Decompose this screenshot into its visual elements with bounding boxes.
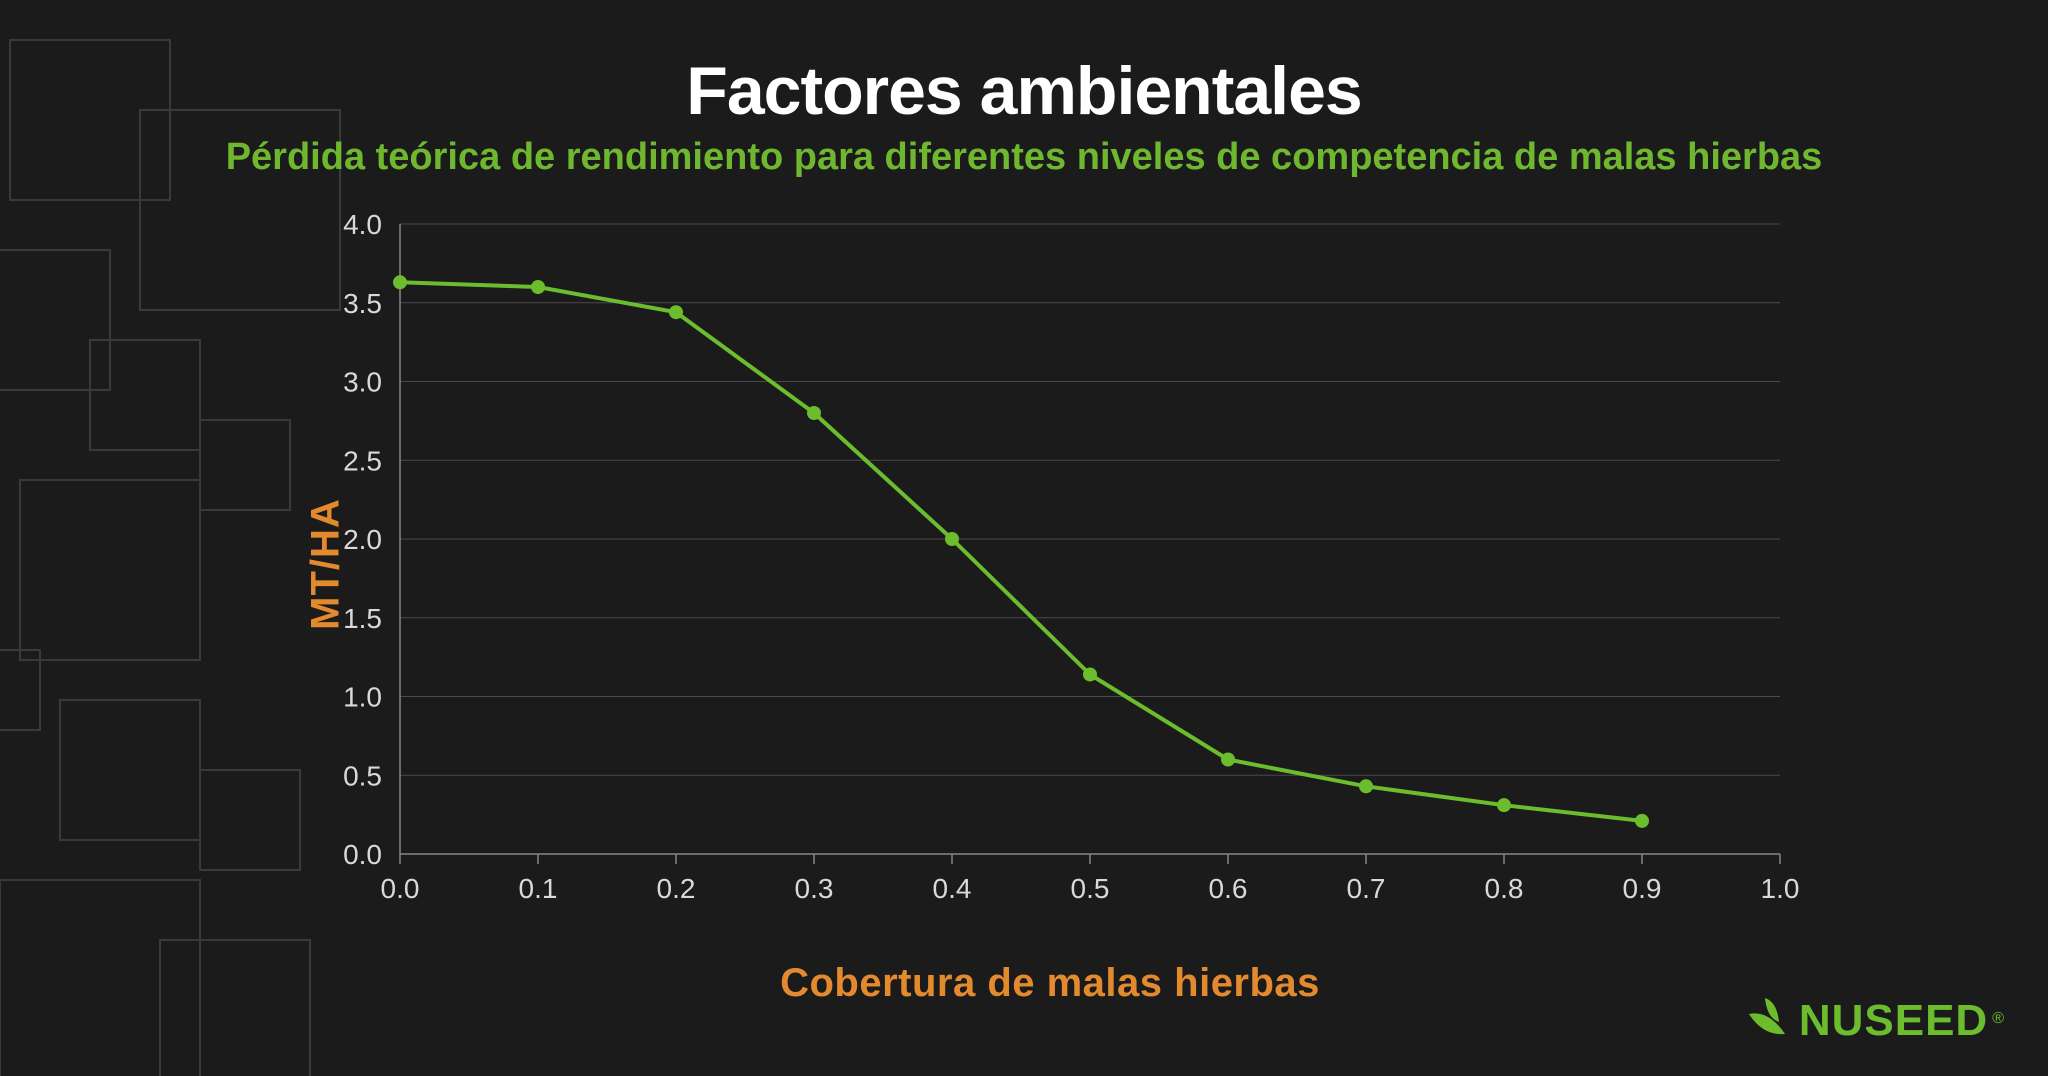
x-tick-label: 0.2	[657, 873, 696, 904]
y-tick-label: 2.0	[343, 524, 382, 555]
chart-title: Factores ambientales	[0, 0, 2048, 130]
data-point	[1083, 667, 1097, 681]
leaf-icon	[1745, 992, 1795, 1046]
x-tick-label: 0.3	[795, 873, 834, 904]
x-tick-label: 0.4	[933, 873, 972, 904]
x-axis-label: Cobertura de malas hierbas	[780, 961, 1320, 1006]
data-point	[1497, 798, 1511, 812]
data-point	[945, 532, 959, 546]
data-point	[393, 275, 407, 289]
chart-area: MT/HA 0.00.51.01.52.02.53.03.54.00.00.10…	[290, 214, 1810, 914]
y-tick-label: 4.0	[343, 214, 382, 240]
chart-subtitle: Pérdida teórica de rendimiento para dife…	[0, 136, 2048, 179]
y-tick-label: 1.0	[343, 682, 382, 713]
y-tick-label: 0.0	[343, 839, 382, 870]
series-line	[400, 282, 1642, 821]
x-tick-label: 1.0	[1761, 873, 1800, 904]
y-tick-label: 3.0	[343, 367, 382, 398]
x-tick-label: 0.8	[1485, 873, 1524, 904]
data-point	[531, 280, 545, 294]
y-tick-label: 3.5	[343, 288, 382, 319]
brand-logo: NUSEED ®	[1745, 992, 2004, 1046]
y-tick-label: 0.5	[343, 760, 382, 791]
x-tick-label: 0.0	[381, 873, 420, 904]
logo-registered: ®	[1992, 1010, 2004, 1028]
data-point	[1359, 779, 1373, 793]
x-tick-label: 0.6	[1209, 873, 1248, 904]
data-point	[807, 406, 821, 420]
logo-text: NUSEED	[1799, 996, 1988, 1046]
data-point	[669, 305, 683, 319]
y-tick-label: 1.5	[343, 603, 382, 634]
line-chart: 0.0 0.5 1.0 1.5 2.0 2.5 3.0 3.5 4.0 0.0 0.1 0.2 0.3 0…	[290, 214, 1810, 914]
x-tick-label: 0.5	[1071, 873, 1110, 904]
y-axis-label: MT/HA	[303, 498, 348, 630]
y-tick-label: 2.5	[343, 445, 382, 476]
data-point	[1635, 814, 1649, 828]
x-tick-label: 0.7	[1347, 873, 1386, 904]
data-point	[1221, 753, 1235, 767]
x-tick-label: 0.9	[1623, 873, 1662, 904]
x-tick-label: 0.1	[519, 873, 558, 904]
